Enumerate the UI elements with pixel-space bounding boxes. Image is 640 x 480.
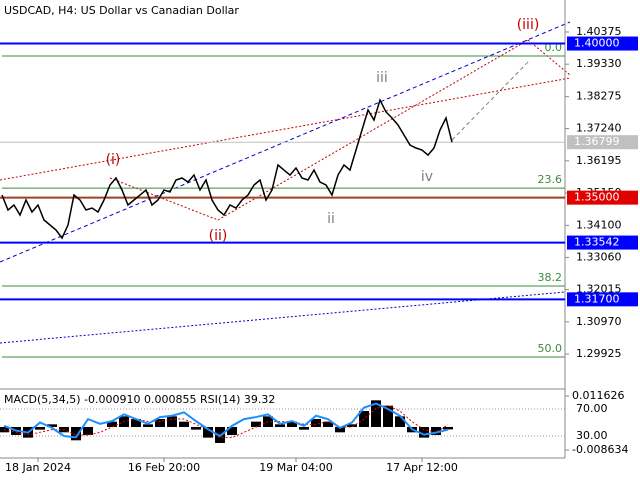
y-tick-label: 0.011626 [572,389,625,402]
macd-bar [383,405,393,427]
macd-bar [419,426,429,438]
macd-bar [167,416,177,427]
wave-label: (i) [106,152,121,168]
macd-bar [287,421,297,427]
macd-bar [191,426,201,430]
y2-tick-label: 70.00 [576,402,608,415]
macd-bar [251,421,261,427]
wave-line [451,59,531,141]
y-tick-label: 1.39330 [576,57,622,70]
y-tick-label: 1.34100 [576,218,622,231]
trend-line [0,291,566,344]
y-tick-label: 1.33060 [576,250,622,263]
macd-bar [83,426,93,435]
y-tick-label: 1.36195 [576,154,622,167]
macd-bar [155,418,165,427]
macd-bar [71,426,81,441]
fib-label: 38.2 [538,271,563,284]
wave-label: iii [376,70,388,86]
macd-bar [371,400,381,427]
y-tick-label: 1.29925 [576,347,622,360]
x-tick-label: 16 Feb 20:00 [128,461,200,474]
x-tick-label: 19 Mar 04:00 [259,461,332,474]
price-box-label: 1.35000 [574,191,620,204]
macd-bar [323,421,333,427]
indicator-title: MACD(5,34,5) -0.000910 0.000855 RSI(14) … [4,393,275,406]
y-tick-label: 1.30970 [576,315,622,328]
price-line [1,97,453,240]
wave-label: ii [327,211,335,227]
macd-bar [347,424,357,427]
rsi-line [3,402,449,439]
macd-bar [311,418,321,427]
macd-bar [107,421,117,427]
y-tick-label: 1.37240 [576,122,622,135]
wave-label: iv [421,169,433,185]
macd-bar [179,421,189,427]
macd-bar [443,426,453,430]
macd-bar [47,424,57,427]
wave-label: (ii) [209,228,228,244]
price-box-label: 1.36799 [574,135,620,148]
price-box [567,235,638,250]
y-tick-label: 1.40375 [576,25,622,38]
y2-tick-label: 30.00 [576,429,608,442]
wave-line [527,39,571,76]
price-box [567,36,638,51]
chart-title: USDCAD, H4: US Dollar vs Canadian Dollar [4,4,239,17]
price-box-label: 1.31700 [574,292,620,305]
macd-bar [431,426,441,435]
price-box [567,292,638,307]
y-tick-label: 1.38275 [576,90,622,103]
macd-bar [35,426,45,430]
macd-bar [275,424,285,427]
macd-bar [203,426,213,438]
macd-bar [143,424,153,427]
price-box [567,135,638,150]
fib-label: 23.6 [538,173,563,186]
macd-bar [227,426,237,435]
price-box-label: 1.40000 [574,37,620,50]
macd-bar [335,426,345,433]
wave-label: (iii) [517,17,540,33]
x-tick-label: 18 Jan 2024 [5,461,71,474]
price-box-label: 1.33542 [574,236,620,249]
fib-label: 50.0 [538,342,563,355]
price-box [567,190,638,205]
y-tick-label: -0.008634 [572,443,628,456]
x-tick-label: 17 Apr 12:00 [386,461,458,474]
trend-line [0,77,571,181]
wave-line [109,177,219,221]
macd-bar [395,416,405,427]
macd-bar [299,426,309,430]
macd-bar [131,418,141,427]
